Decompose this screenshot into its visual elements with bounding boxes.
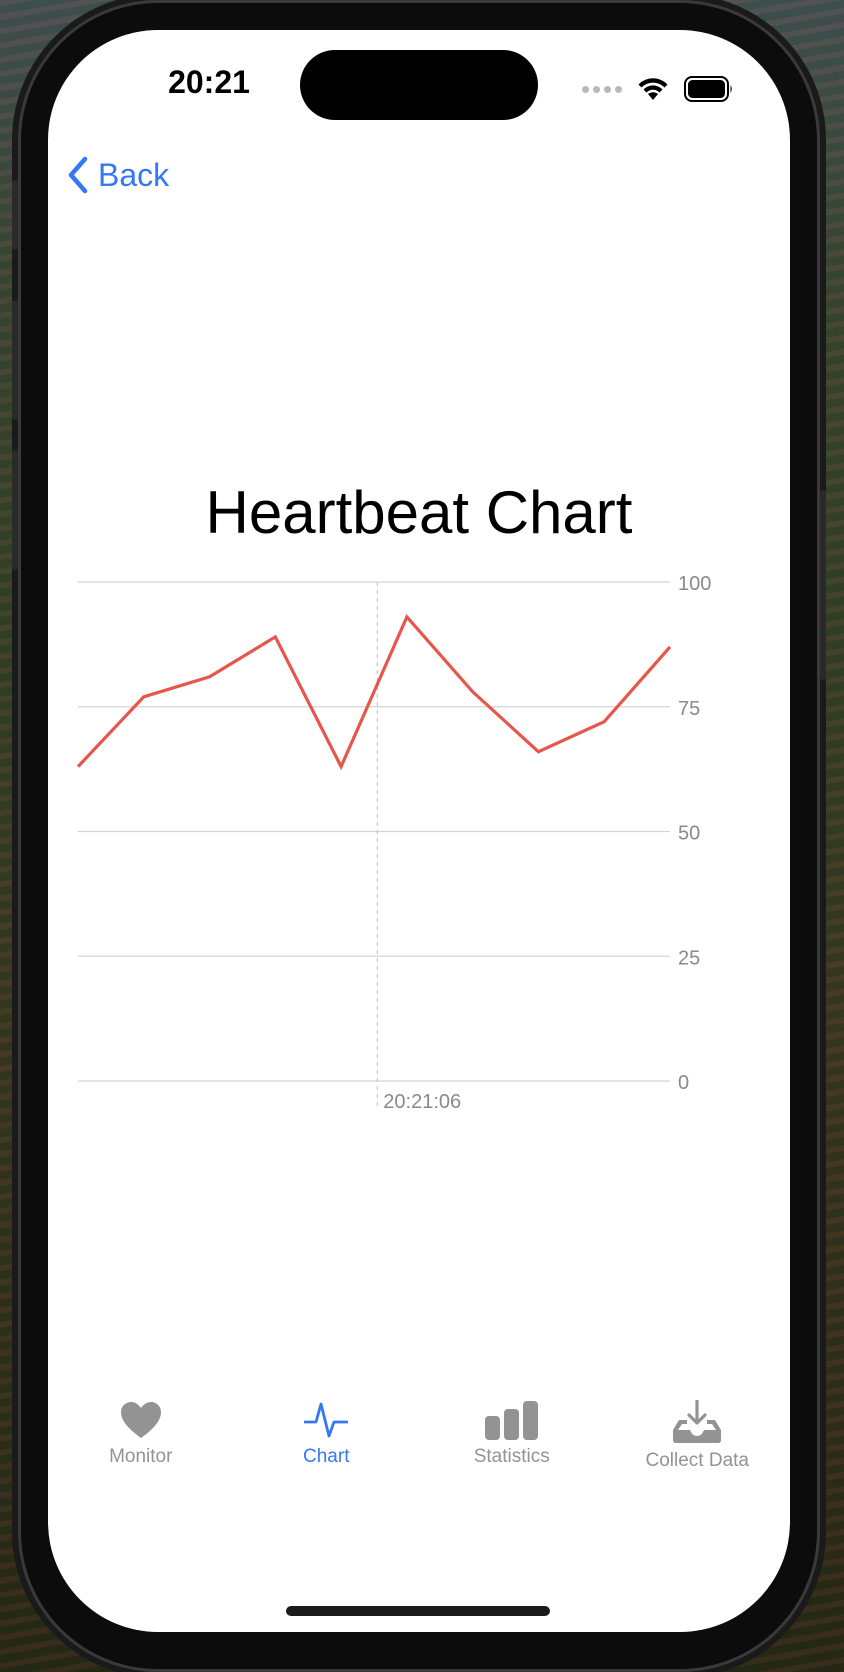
wifi-icon [638,78,668,100]
side-button-left-3 [12,450,18,570]
bar-chart-icon [484,1401,538,1440]
tab-collect-data-label: Collect Data [645,1450,750,1471]
chart-grid [78,581,670,1109]
y-tick-label: 100 [678,573,711,595]
home-indicator[interactable] [286,1606,550,1616]
y-tick-label: 75 [678,698,700,720]
signal-dots-icon [582,85,622,93]
x-tick-label: 20:21:06 [383,1091,461,1113]
side-button-left-1 [12,180,18,250]
tab-chart[interactable]: Chart [234,1384,420,1514]
heart-icon [120,1402,161,1438]
y-tick-label: 0 [678,1072,689,1094]
tab-collect-data[interactable]: Collect Data [605,1384,791,1514]
side-button-left-2 [12,300,18,420]
waveform-icon [304,1402,349,1438]
download-tray-icon [673,1400,722,1443]
tab-statistics[interactable]: Statistics [419,1384,605,1514]
tab-monitor[interactable]: Monitor [48,1384,234,1514]
battery-icon [684,76,732,102]
tab-bar: Monitor Chart Statistics Collect Data [48,1384,790,1514]
heartbeat-chart: 100 75 50 25 0 20:21:06 [76,573,711,1113]
chart-y-ticks: 100 75 50 25 0 20:21:06 [383,573,711,1113]
side-button-right [820,490,826,680]
tab-statistics-label: Statistics [473,1446,550,1467]
tab-monitor-label: Monitor [109,1446,173,1467]
series-line-0 [76,613,672,771]
status-time: 20:21 [168,64,250,100]
chart-lines [76,613,672,771]
chart-title: Heartbeat Chart [205,479,633,546]
status-icons [582,74,734,104]
dynamic-island [300,50,538,120]
y-tick-label: 50 [678,823,700,845]
y-tick-label: 25 [678,947,700,969]
phone-screen: 20:21 Back Heartbeat Chart 100 75 50 25 0 20:… [48,30,790,1632]
tab-chart-label: Chart [303,1446,350,1467]
back-button[interactable]: Back [66,150,169,200]
chevron-left-icon [68,156,88,194]
back-label: Back [98,156,170,193]
